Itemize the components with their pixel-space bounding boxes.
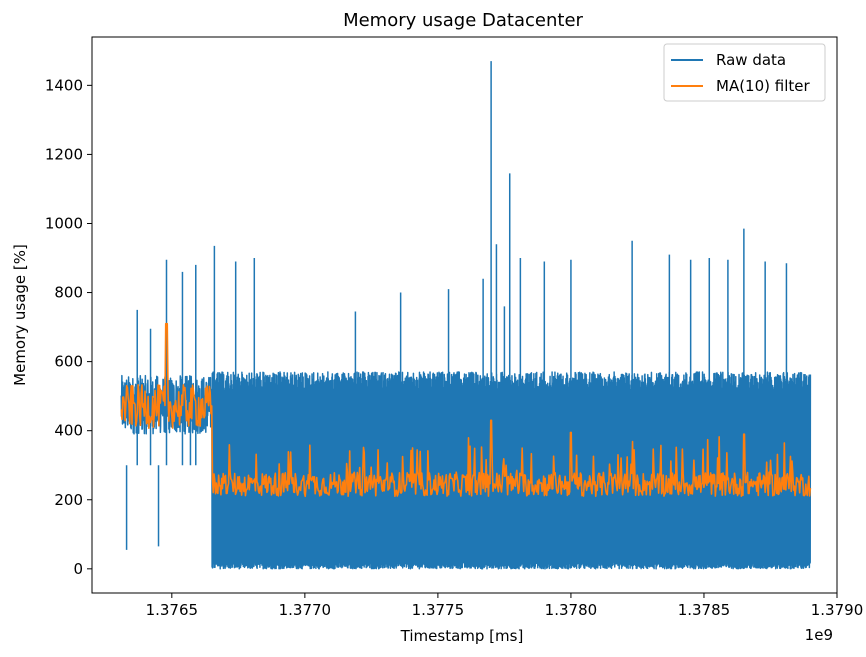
y-tick-label: 0	[73, 560, 83, 578]
x-tick-label: 1.3790	[811, 601, 864, 619]
series-layer	[120, 61, 812, 570]
y-tick-label: 1400	[45, 76, 83, 94]
y-axis-label: Memory usage [%]	[11, 244, 29, 386]
legend: Raw data MA(10) filter	[663, 43, 826, 102]
y-tick-label: 800	[54, 284, 83, 302]
x-tick-label: 1.3770	[279, 601, 332, 619]
y-tick-label: 1200	[45, 145, 83, 163]
x-tick-label: 1.3785	[678, 601, 731, 619]
series-ma-filter	[120, 322, 812, 498]
y-tick-label: 200	[54, 491, 83, 509]
x-tick-label: 1.3765	[146, 601, 199, 619]
x-tick-label: 1.3775	[412, 601, 465, 619]
x-axis-offset-label: 1e9	[805, 626, 833, 644]
legend-label-ma-filter: MA(10) filter	[716, 77, 810, 95]
legend-box	[663, 43, 826, 102]
x-axis-label: Timestamp [ms]	[400, 627, 524, 645]
y-tick-label: 600	[54, 353, 83, 371]
x-tick-label: 1.3780	[545, 601, 598, 619]
y-tick-label: 1000	[45, 214, 83, 232]
plot-frame	[91, 36, 838, 594]
y-tick-label: 400	[54, 422, 83, 440]
x-axis: 1.3765 1.3770 1.3775 1.3780 1.3785 1.3790	[146, 593, 864, 619]
y-axis: 0 200 400 600 800 1000 1200 1400	[45, 76, 92, 578]
chart-title: Memory usage Datacenter	[343, 10, 583, 31]
legend-label-raw-data: Raw data	[716, 51, 786, 69]
